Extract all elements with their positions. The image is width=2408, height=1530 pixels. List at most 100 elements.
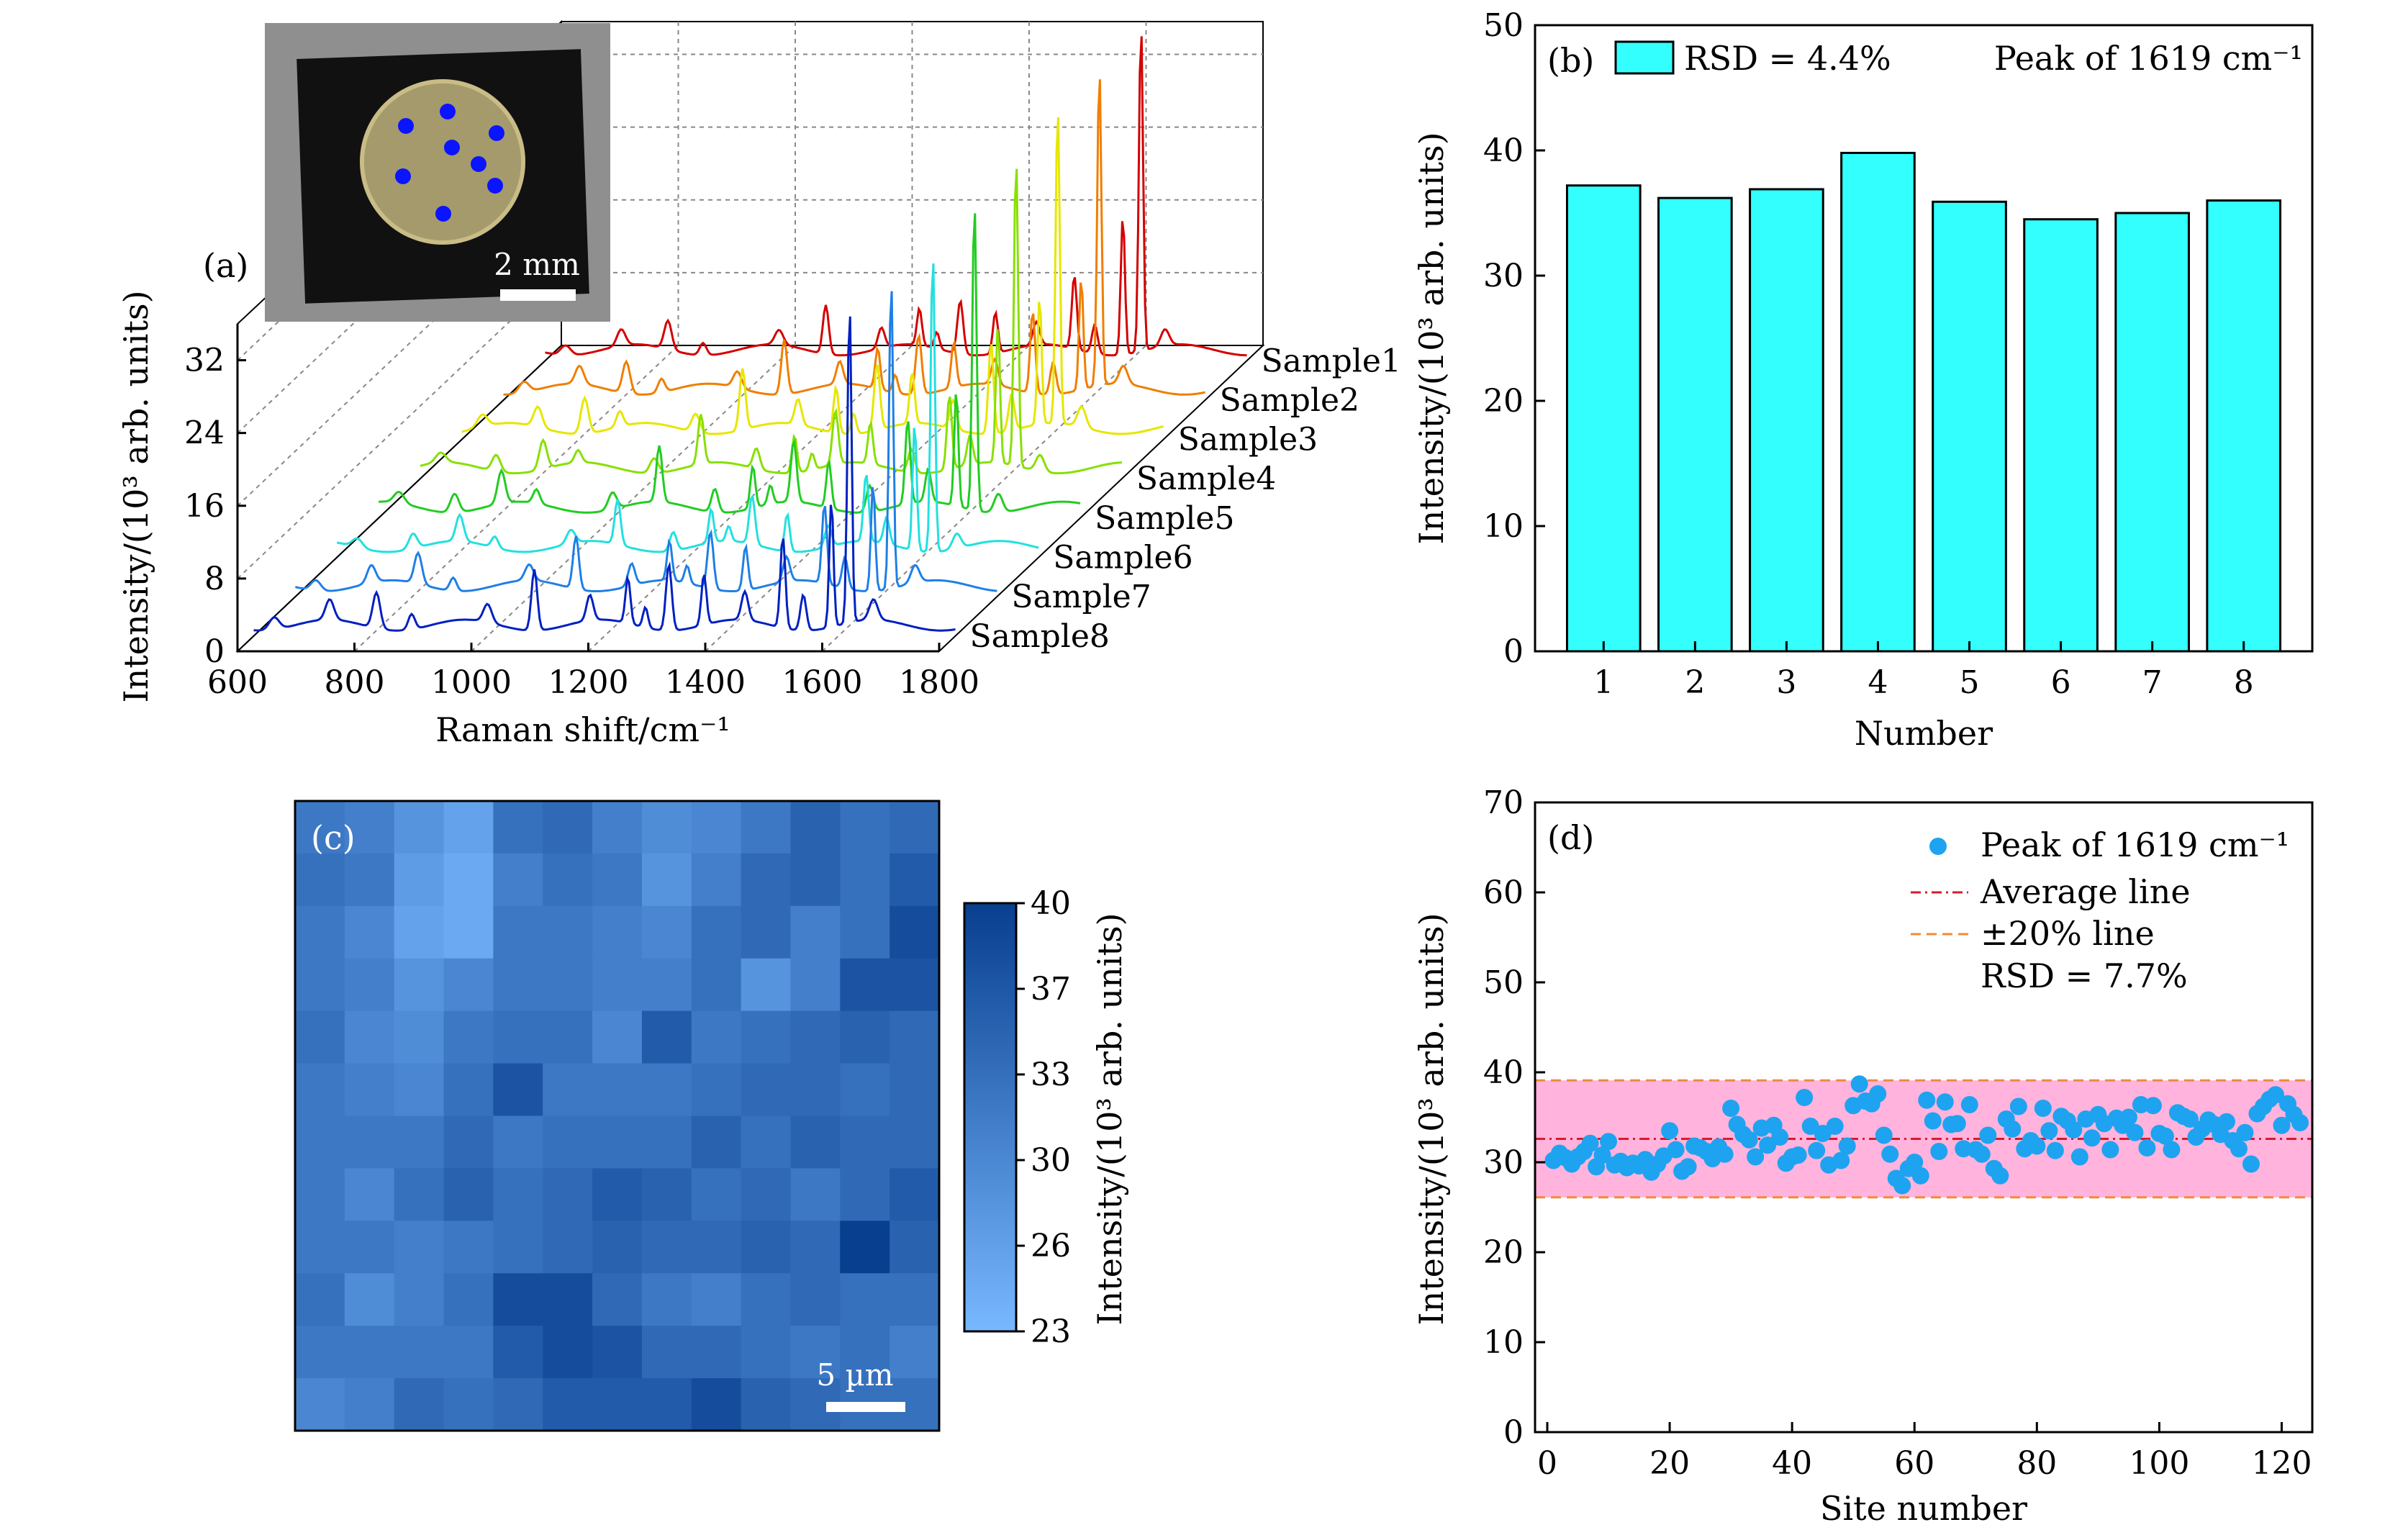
panel-c-cell — [394, 801, 445, 854]
panel-c-cell — [691, 853, 742, 907]
panel-a-y-tick-label: 16 — [184, 488, 225, 525]
panel-a-label: (a) — [203, 246, 248, 285]
panel-c-cell — [344, 958, 395, 1012]
panel-a-grid — [237, 22, 1263, 652]
panel-d-point — [1906, 1154, 1924, 1171]
panel-d-point — [1716, 1145, 1734, 1163]
panel-c-cell — [295, 853, 345, 907]
panel-c-cell — [691, 1168, 742, 1221]
panel-d-legend-average: Average line — [1980, 872, 2191, 911]
panel-c-cell — [890, 801, 940, 854]
panel-c-cell — [443, 1010, 494, 1064]
panel-c-cell — [493, 905, 543, 959]
panel-b-x-tick-label: 1 — [1593, 664, 1613, 701]
panel-c-cell — [890, 1010, 940, 1064]
panel-b-y-tick-label: 50 — [1483, 7, 1524, 44]
panel-d-point — [2181, 1110, 2199, 1128]
panel-a-y-axis-label: Intensity/(10³ arb. units) — [117, 290, 155, 702]
panel-c-cell — [493, 1378, 543, 1431]
panel-d-point — [2070, 1148, 2088, 1166]
panel-c-cell — [592, 853, 643, 907]
panel-d-point — [1826, 1118, 1844, 1135]
panel-b-x-tick-label: 6 — [2051, 664, 2071, 701]
panel-c-cell — [394, 1010, 445, 1064]
panel-d-x-tick-label: 0 — [1537, 1445, 1557, 1482]
panel-c-cell — [840, 801, 890, 854]
panel-b-annotation: Peak of 1619 cm⁻¹ — [1994, 39, 2303, 78]
panel-c-heatmap: (c) 5 µm 40 37 33 30 26 23 Intensity/(10³ arb… — [294, 800, 1129, 1432]
panel-c-colorbar-tick-label: 33 — [1031, 1056, 1071, 1093]
panel-b-bar — [1749, 188, 1824, 653]
panel-c-cell — [443, 1115, 494, 1169]
panel-d-point — [1924, 1112, 1942, 1130]
panel-d-point — [1771, 1128, 1789, 1146]
panel-c-cell — [295, 801, 345, 854]
panel-b-legend-swatch — [1614, 40, 1675, 75]
panel-d-point — [2101, 1141, 2119, 1159]
panel-d-scatter-chart: 0 20 40 60 80 100 120 0 10 20 30 40 50 60 70 (d) Peak … — [1412, 784, 2314, 1528]
panel-c-cells — [295, 801, 940, 1431]
panel-c-cell — [543, 1378, 593, 1431]
panel-b-x-tick-label: 7 — [2142, 664, 2163, 701]
panel-c-cell — [295, 1010, 345, 1064]
panel-d-point — [2046, 1141, 2064, 1159]
panel-b-x-tick-label: 4 — [1868, 664, 1888, 701]
panel-c-cell — [840, 1063, 890, 1117]
panel-d-y-tick-label: 0 — [1503, 1414, 1524, 1451]
panel-c-cell — [443, 1063, 494, 1117]
panel-c-cell — [641, 1115, 692, 1169]
panel-c-cell — [592, 1221, 643, 1274]
panel-c-cell — [840, 1168, 890, 1221]
panel-d-point — [1796, 1089, 1814, 1106]
panel-d-point — [1581, 1134, 1599, 1152]
panel-c-cell — [691, 1273, 742, 1326]
panel-c-cell — [592, 1326, 643, 1379]
panel-c-cell — [890, 1168, 940, 1221]
panel-c-cell — [493, 958, 543, 1012]
panel-c-cell — [691, 958, 742, 1012]
panel-c-cell — [741, 1221, 792, 1274]
inset-scale-label: 2 mm — [494, 247, 580, 282]
panel-a-spectrum-sample3 — [461, 117, 1164, 435]
panel-c-frame — [294, 800, 941, 1432]
panel-d-point — [1893, 1177, 1911, 1195]
panel-c-cell — [641, 1378, 692, 1431]
panel-c-cell — [543, 853, 593, 907]
panel-c-cell — [394, 1273, 445, 1326]
panel-c-colorbar-tick-label: 23 — [1031, 1313, 1071, 1350]
panel-c-cell — [493, 801, 543, 854]
panel-c-cell — [840, 1115, 890, 1169]
panel-a-series-label: Sample1 — [1262, 343, 1401, 379]
panel-c-cell — [543, 1010, 593, 1064]
panel-c-cell — [493, 1168, 543, 1221]
panel-c-cell — [840, 958, 890, 1012]
panel-c-cell — [592, 1010, 643, 1064]
panel-c-cell — [691, 1115, 742, 1169]
panel-c-cell — [344, 905, 395, 959]
panel-d-y-tick-label: 30 — [1483, 1144, 1524, 1181]
panel-d-point — [1600, 1133, 1618, 1151]
panel-a-series-label: Sample3 — [1178, 422, 1318, 458]
panel-d-point — [2291, 1114, 2309, 1131]
panel-c-cell — [443, 1168, 494, 1221]
panel-b-bar — [2114, 212, 2190, 653]
panel-d-point — [1789, 1146, 1807, 1164]
panel-a-spectrum-sample4 — [420, 168, 1122, 475]
panel-b-bars — [1565, 151, 2282, 653]
panel-d-point — [2138, 1139, 2156, 1156]
panel-a-x-tick-label: 1200 — [548, 664, 629, 701]
panel-d-y-tick-label: 20 — [1483, 1234, 1524, 1271]
panel-c-cell — [790, 1273, 841, 1326]
panel-b-x-tick-label: 2 — [1685, 664, 1705, 701]
panel-c-cell — [344, 853, 395, 907]
panel-a-x-tick-label: 600 — [207, 664, 268, 701]
panel-a-series-label: Sample7 — [1011, 579, 1151, 615]
panel-b-y-tick-label: 30 — [1483, 258, 1524, 294]
panel-c-cell — [790, 1115, 841, 1169]
panel-c-cell — [790, 801, 841, 854]
panel-c-cell — [493, 1273, 543, 1326]
panel-a-x-tick-label: 1000 — [431, 664, 512, 701]
panel-c-cell — [344, 1168, 395, 1221]
panel-c-cell — [890, 853, 940, 907]
panel-d-point — [2266, 1086, 2284, 1104]
